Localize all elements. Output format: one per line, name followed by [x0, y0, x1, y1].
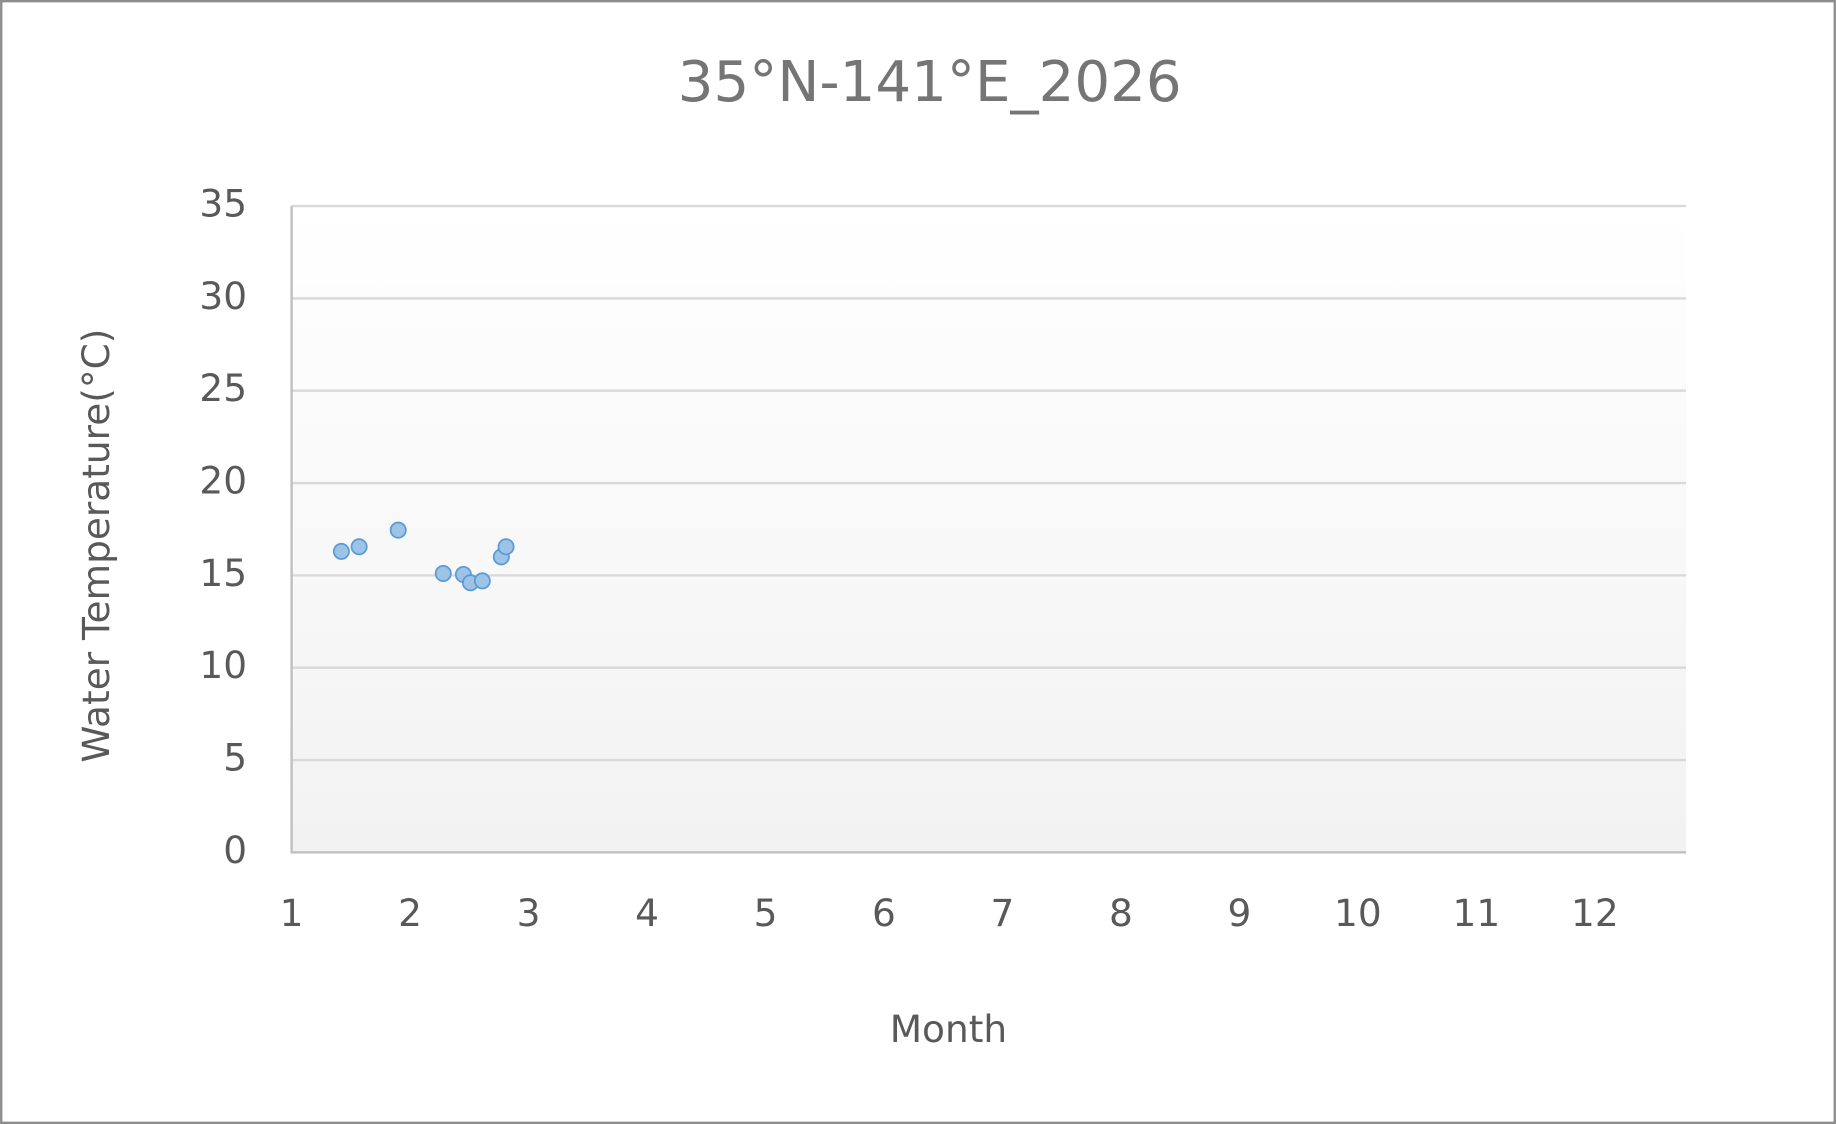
- point: [497, 538, 515, 556]
- chart-title: 35°N-141°E_2026: [678, 50, 1182, 115]
- x-tick-label: 12: [1571, 891, 1619, 935]
- y-tick-label: 20: [199, 459, 247, 503]
- y-tick-label: 35: [199, 182, 247, 226]
- x-tick-label: 8: [1109, 891, 1133, 935]
- y-tick-label: 0: [223, 828, 247, 872]
- x-tick-label: 2: [398, 891, 422, 935]
- y-tick-label: 10: [199, 643, 247, 687]
- x-tick-label: 6: [872, 891, 896, 935]
- x-tick-label: 1: [280, 891, 304, 935]
- x-axis-title: Month: [890, 1007, 1007, 1051]
- y-tick-label: 25: [199, 366, 247, 410]
- x-tick-label: 9: [1227, 891, 1251, 935]
- x-tick-label: 5: [754, 891, 778, 935]
- point: [473, 572, 491, 590]
- x-tick-label: 7: [991, 891, 1015, 935]
- x-tick-label: 4: [635, 891, 659, 935]
- point: [389, 521, 407, 539]
- x-tick-label: 3: [517, 891, 541, 935]
- point: [350, 538, 368, 556]
- plot-area: [291, 206, 1687, 853]
- y-axis-title: Water Temperature(°C): [74, 329, 118, 763]
- x-tick-label: 10: [1334, 891, 1382, 935]
- x-tick-label: 11: [1453, 891, 1501, 935]
- y-tick-label: 30: [199, 274, 247, 318]
- point: [332, 542, 350, 560]
- y-tick-label: 5: [223, 736, 247, 780]
- y-tick-label: 15: [199, 551, 247, 595]
- point: [434, 565, 452, 583]
